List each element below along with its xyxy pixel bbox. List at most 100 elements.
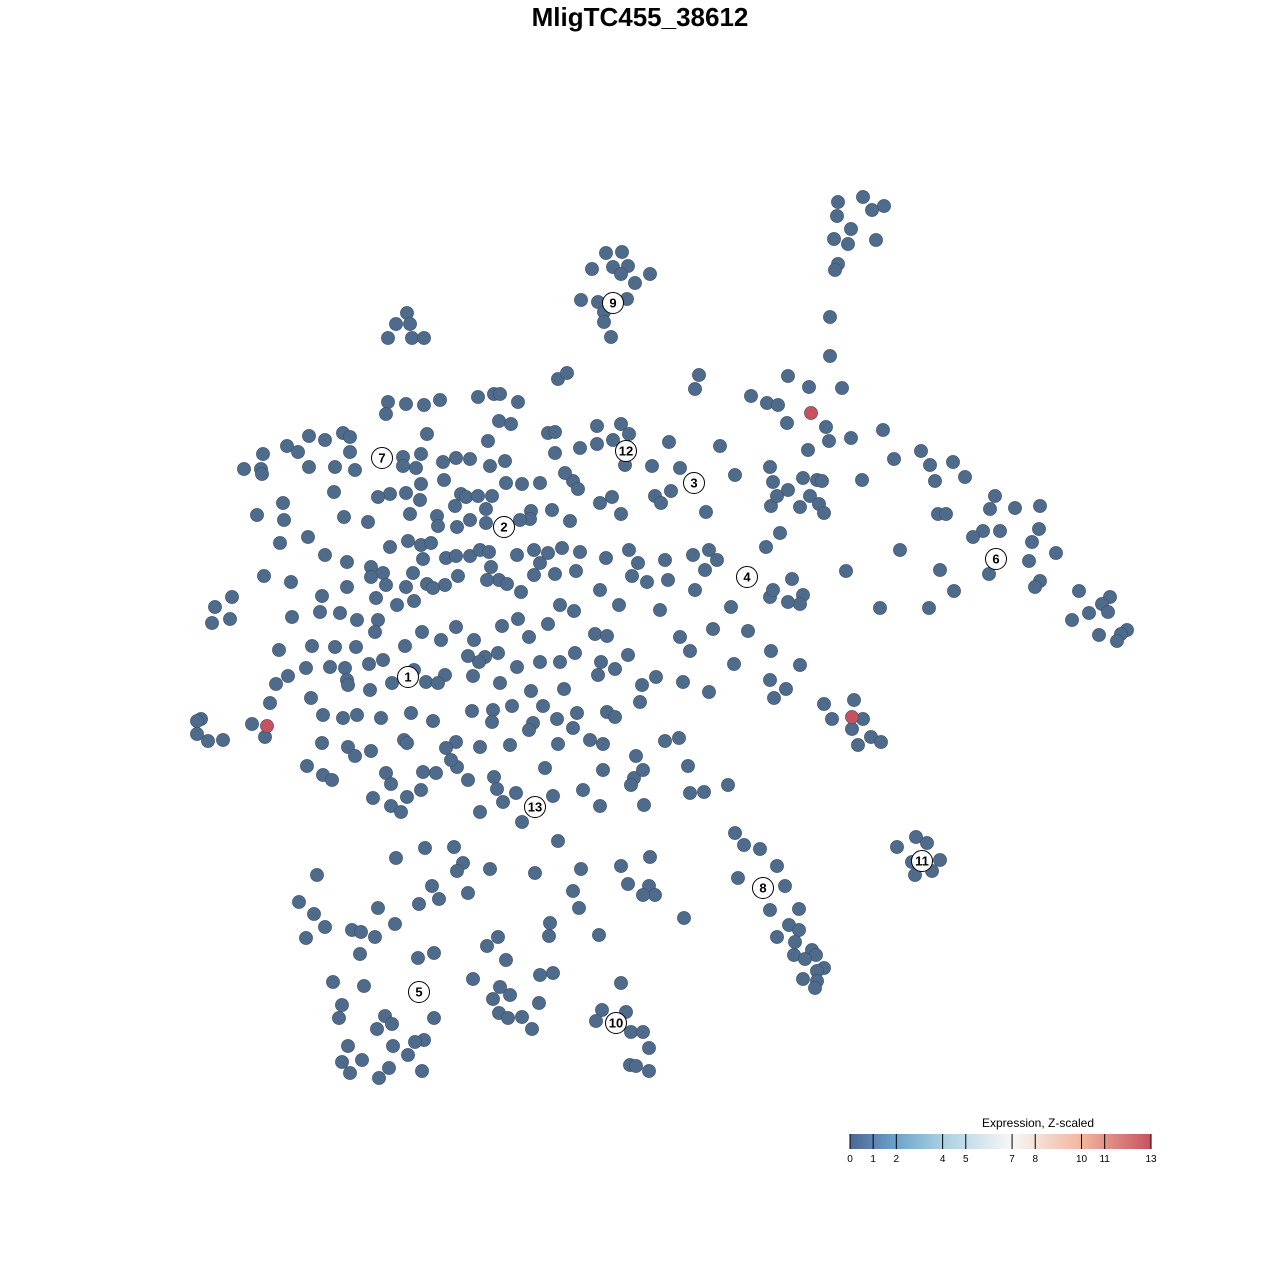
- data-point: [532, 996, 546, 1010]
- data-point: [479, 516, 493, 530]
- data-point: [636, 763, 650, 777]
- data-point: [273, 536, 287, 550]
- data-point: [272, 643, 286, 657]
- data-point: [515, 477, 529, 491]
- data-point: [437, 473, 451, 487]
- data-point: [498, 454, 512, 468]
- data-point: [590, 437, 604, 451]
- data-point: [340, 580, 354, 594]
- data-point: [622, 543, 636, 557]
- data-point: [569, 564, 583, 578]
- cluster-label-text: 2: [500, 520, 507, 535]
- data-point: [1110, 634, 1124, 648]
- data-point: [672, 731, 686, 745]
- legend-tick-label: 13: [1145, 1154, 1157, 1165]
- data-point: [315, 736, 329, 750]
- data-point: [865, 203, 879, 217]
- data-point: [292, 895, 306, 909]
- data-point: [372, 1071, 386, 1085]
- data-point: [808, 981, 822, 995]
- data-point: [465, 704, 479, 718]
- data-point: [645, 459, 659, 473]
- cluster-label-text: 7: [378, 451, 385, 466]
- data-point: [484, 560, 498, 574]
- legend-tick-label: 2: [894, 1154, 900, 1165]
- cluster-label: 13: [524, 796, 546, 818]
- data-point: [1082, 606, 1096, 620]
- data-point: [533, 968, 547, 982]
- data-point: [572, 901, 586, 915]
- data-point: [399, 580, 413, 594]
- data-point: [436, 455, 450, 469]
- data-point: [285, 610, 299, 624]
- data-point: [361, 515, 375, 529]
- data-point: [1049, 546, 1063, 560]
- data-point: [727, 657, 741, 671]
- data-point: [420, 427, 434, 441]
- data-point: [491, 646, 505, 660]
- data-point: [827, 232, 841, 246]
- data-point: [389, 317, 403, 331]
- data-point: [276, 496, 290, 510]
- points-layer: [190, 190, 1134, 1085]
- cluster-label-text: 9: [609, 296, 616, 311]
- data-point: [764, 644, 778, 658]
- data-point: [596, 763, 610, 777]
- data-point: [525, 1022, 539, 1036]
- data-point: [649, 670, 663, 684]
- data-point: [890, 840, 904, 854]
- data-point: [448, 499, 462, 513]
- data-point: [737, 838, 751, 852]
- data-point: [763, 673, 777, 687]
- data-point: [825, 712, 839, 726]
- data-point: [1032, 522, 1046, 536]
- data-point: [374, 711, 388, 725]
- data-point: [341, 678, 355, 692]
- data-point: [545, 503, 559, 517]
- data-point: [658, 734, 672, 748]
- data-point: [277, 513, 291, 527]
- data-point: [371, 613, 385, 627]
- data-point: [318, 920, 332, 934]
- data-point: [988, 489, 1002, 503]
- data-point: [371, 901, 385, 915]
- data-point: [844, 431, 858, 445]
- cluster-label-circle: [985, 548, 1007, 570]
- cluster-label: 10: [605, 1012, 627, 1034]
- data-point: [514, 585, 528, 599]
- data-point: [355, 1053, 369, 1067]
- data-point: [567, 604, 581, 618]
- data-point: [553, 598, 567, 612]
- data-point: [928, 474, 942, 488]
- data-point: [522, 630, 536, 644]
- data-point: [522, 723, 536, 737]
- data-point: [493, 980, 507, 994]
- data-point: [382, 1061, 396, 1075]
- cluster-label-circle: [605, 1012, 627, 1034]
- data-point: [190, 714, 204, 728]
- data-point: [555, 541, 569, 555]
- data-point: [677, 911, 691, 925]
- data-point: [571, 482, 585, 496]
- data-point: [429, 766, 443, 780]
- data-point: [328, 640, 342, 654]
- cluster-label: 11: [911, 850, 933, 872]
- data-point: [779, 682, 793, 696]
- data-point: [370, 1022, 384, 1036]
- data-point: [541, 546, 555, 560]
- data-point: [245, 717, 259, 731]
- data-point: [416, 552, 430, 566]
- data-point: [697, 785, 711, 799]
- data-point-expressed: [804, 406, 818, 420]
- data-point: [340, 555, 354, 569]
- data-point: [363, 683, 377, 697]
- data-point: [313, 605, 327, 619]
- data-point: [326, 975, 340, 989]
- data-point: [427, 1011, 441, 1025]
- data-point: [412, 897, 426, 911]
- cluster-label-circle: [397, 666, 419, 688]
- data-point: [371, 490, 385, 504]
- data-point: [491, 930, 505, 944]
- data-point: [819, 420, 833, 434]
- data-point: [401, 1048, 415, 1062]
